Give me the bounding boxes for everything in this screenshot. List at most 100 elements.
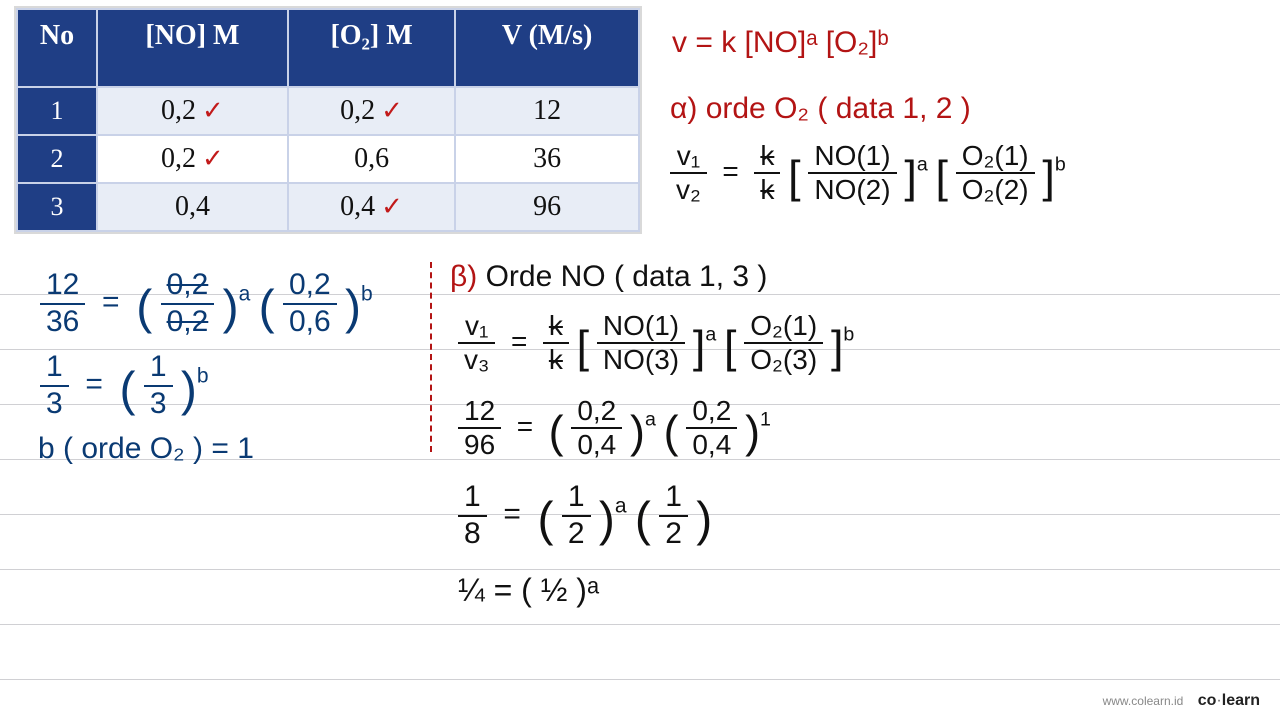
exp-1: 1 xyxy=(760,408,771,430)
num: NO(1) xyxy=(808,140,896,174)
num: O₂(1) xyxy=(956,140,1035,174)
k-over-k: k k xyxy=(754,140,780,206)
den: 2 xyxy=(562,517,591,552)
plug-o2-eqn: 12 36 = ( 0,2 0,2 )a ( 0,2 0,6 )b xyxy=(40,268,373,339)
rate-law-eqn: v = k [NO]ᵃ [O₂]ᵇ xyxy=(672,26,889,61)
num: v₁ xyxy=(670,140,707,174)
footer-url: www.colearn.id xyxy=(1103,694,1184,708)
cell-no: 2 xyxy=(17,135,97,183)
table-row: 3 0,4 0,4✓ 96 xyxy=(17,183,639,231)
alpha-prefix: α) xyxy=(670,92,697,125)
cell-NO: 0,4 xyxy=(97,183,288,231)
den: v₃ xyxy=(458,344,495,376)
val: 0,2 xyxy=(161,143,196,174)
NO-frac: NO(1) NO(2) xyxy=(808,140,896,206)
den: 0,4 xyxy=(571,429,622,461)
den: NO(2) xyxy=(808,174,896,206)
red-dashed-divider xyxy=(430,262,432,452)
exp-b: b xyxy=(197,364,209,387)
den: 2 xyxy=(659,517,688,552)
num: 1 xyxy=(144,350,173,387)
den: 36 xyxy=(40,305,85,340)
cell-V: 96 xyxy=(455,183,639,231)
NO-frac: 0,2 0,2 xyxy=(161,268,215,339)
col-V: V (M/s) xyxy=(455,9,639,87)
O2-frac: O₂(1) O₂(3) xyxy=(744,310,823,376)
num: 0,2 xyxy=(571,395,622,429)
base: 1 3 xyxy=(144,350,173,421)
den: O₂(3) xyxy=(744,344,823,376)
num: 1 xyxy=(40,350,69,387)
num: 1 xyxy=(458,480,487,517)
num: 0,2 xyxy=(686,395,737,429)
ratio-eqn-no-generic: v₁ v₃ = k k [ NO(1) NO(3) ]a [ O₂(1) O₂(… xyxy=(458,310,854,376)
ratio-eqn-o2-generic: v₁ v₂ = k k [ NO(1) NO(2) ]a [ O₂(1) O₂(… xyxy=(670,140,1066,206)
den: O₂(2) xyxy=(956,174,1035,206)
k-top: k xyxy=(543,310,569,344)
col-O2: [O₂] M xyxy=(288,9,455,87)
exp-a: a xyxy=(705,323,716,345)
exp-b: b xyxy=(1055,153,1066,175)
orde-no-heading: β) Orde NO ( data 1, 3 ) xyxy=(450,260,767,295)
brand-co: co xyxy=(1198,692,1217,709)
num: NO(1) xyxy=(597,310,685,344)
den: NO(3) xyxy=(597,344,685,376)
base2: 1 2 xyxy=(659,480,688,551)
exp-a: a xyxy=(239,282,251,305)
plug-no-eqn: 12 96 = ( 0,2 0,4 )a ( 0,2 0,4 )1 xyxy=(458,395,771,461)
orde-o2-heading: α) orde O₂ ( data 1, 2 ) xyxy=(670,92,971,127)
lhs: v₁ v₃ xyxy=(458,310,495,376)
den: 3 xyxy=(144,387,173,422)
kinetics-data-table: No [NO] M [O₂] M V (M/s) 1 0,2✓ 0,2✓ 12 … xyxy=(16,8,640,232)
num: 12 xyxy=(40,268,85,305)
k-bot: k xyxy=(754,174,780,206)
num: 1 xyxy=(659,480,688,517)
num: 0,2 xyxy=(283,268,337,305)
col-NO: [NO] M xyxy=(97,9,288,87)
result-o2: b ( orde O₂ ) = 1 xyxy=(38,432,254,467)
num: 12 xyxy=(458,395,501,429)
cell-O2: 0,6 xyxy=(288,135,455,183)
val: 0,2 xyxy=(161,95,196,126)
val: 0,2 xyxy=(340,95,375,126)
exp-a: a xyxy=(645,408,656,430)
heading-text: Orde NO ( data 1, 3 ) xyxy=(486,260,768,293)
num: 0,2 xyxy=(161,268,215,305)
lhs: 1 8 xyxy=(458,480,487,551)
lhs: 12 96 xyxy=(458,395,501,461)
O2-frac: O₂(1) O₂(2) xyxy=(956,140,1035,206)
col-no: No xyxy=(17,9,97,87)
cell-no: 1 xyxy=(17,87,97,135)
table-header-row: No [NO] M [O₂] M V (M/s) xyxy=(17,9,639,87)
table-row: 2 0,2✓ 0,6 36 xyxy=(17,135,639,183)
cell-V: 12 xyxy=(455,87,639,135)
heading-text: orde O₂ ( data 1, 2 ) xyxy=(706,92,971,125)
simplify-o2-eqn: 1 3 = ( 1 3 )b xyxy=(40,350,209,421)
k-top: k xyxy=(754,140,780,174)
final-no-eqn: ¼ = ( ½ )ᵃ xyxy=(458,572,599,609)
lhs-frac: v₁ v₂ xyxy=(670,140,707,206)
lhs: 12 36 xyxy=(40,268,85,339)
cell-V: 36 xyxy=(455,135,639,183)
base1: 1 2 xyxy=(562,480,591,551)
den: v₂ xyxy=(670,174,707,206)
check-icon: ✓ xyxy=(381,191,403,221)
check-icon: ✓ xyxy=(202,95,224,125)
NO-frac: NO(1) NO(3) xyxy=(597,310,685,376)
simplify-no-eqn: 1 8 = ( 1 2 )a ( 1 2 ) xyxy=(458,480,712,551)
exp-a: a xyxy=(615,494,627,517)
brand-learn: learn xyxy=(1222,692,1260,709)
val: 0,4 xyxy=(340,191,375,222)
k-bot: k xyxy=(543,344,569,376)
den: 0,6 xyxy=(283,305,337,340)
k-over-k: k k xyxy=(543,310,569,376)
den: 0,2 xyxy=(161,305,215,340)
exp-b: b xyxy=(843,323,854,345)
exp-b: b xyxy=(361,282,373,305)
num: O₂(1) xyxy=(744,310,823,344)
exp-a: a xyxy=(917,153,928,175)
footer-brand: www.colearn.id co·learn xyxy=(1103,692,1260,710)
beta-prefix: β) xyxy=(450,260,477,293)
cell-O2: 0,4✓ xyxy=(288,183,455,231)
cell-O2: 0,2✓ xyxy=(288,87,455,135)
